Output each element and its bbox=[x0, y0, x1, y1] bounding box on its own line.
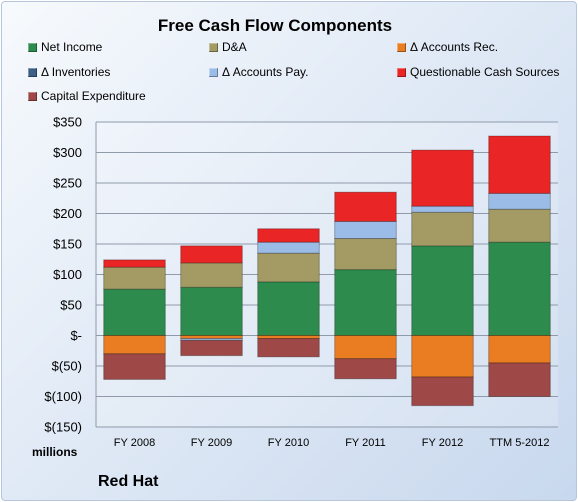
x-tick-label: FY 2009 bbox=[191, 437, 232, 449]
legend-item-questionable-cash: Questionable Cash Sources bbox=[397, 65, 559, 79]
x-tick-label: FY 2011 bbox=[345, 437, 386, 449]
bar-net-income-fy-2012 bbox=[411, 245, 474, 336]
legend-item-inventories: Δ Inventories bbox=[28, 65, 110, 79]
bar-net-income-fy-2009 bbox=[180, 286, 243, 336]
x-tick-label: TTM 5-2012 bbox=[490, 437, 550, 449]
legend-swatch-accounts-pay bbox=[209, 68, 218, 77]
y-tick-label: $(100) bbox=[44, 389, 82, 404]
bar-capital-expenditure-fy-2012 bbox=[411, 376, 474, 407]
units-label: millions bbox=[32, 445, 78, 459]
bar-questionable-cash-sources-fy-2012 bbox=[411, 149, 474, 207]
bar-capital-expenditure-fy-2009 bbox=[180, 339, 243, 357]
y-tick-label: $(150) bbox=[44, 420, 82, 435]
legend-item-d-and-a: D&A bbox=[209, 40, 247, 54]
bar-accounts-pay-fy-2010 bbox=[257, 241, 320, 254]
bar-capital-expenditure-ttm-5-2012 bbox=[488, 362, 551, 398]
legend-item-capital-expenditure: Capital Expenditure bbox=[28, 89, 146, 103]
bar-accounts-rec-fy-2008 bbox=[103, 335, 166, 355]
bar-accounts-pay-fy-2011 bbox=[334, 220, 397, 240]
bar-d-a-fy-2012 bbox=[411, 211, 474, 247]
bar-accounts-rec-fy-2012 bbox=[411, 335, 474, 378]
y-tick-label: $300 bbox=[53, 145, 82, 160]
legend-item-net-income: Net Income bbox=[28, 40, 102, 54]
bar-questionable-cash-sources-fy-2010 bbox=[257, 228, 320, 243]
x-tick-label: FY 2012 bbox=[422, 437, 463, 449]
legend-swatch-d-and-a bbox=[209, 43, 218, 52]
bar-net-income-fy-2010 bbox=[257, 281, 320, 337]
legend-label-accounts-pay: Δ Accounts Pay. bbox=[222, 65, 309, 79]
bar-accounts-pay-ttm-5-2012 bbox=[488, 192, 551, 210]
bar-questionable-cash-sources-fy-2011 bbox=[334, 191, 397, 222]
bar-d-a-ttm-5-2012 bbox=[488, 208, 551, 243]
bar-questionable-cash-sources-ttm-5-2012 bbox=[488, 135, 551, 194]
chart-title: Free Cash Flow Components bbox=[157, 16, 393, 35]
legend-label-d-and-a: D&A bbox=[222, 40, 247, 54]
bar-capital-expenditure-fy-2011 bbox=[334, 358, 397, 380]
y-tick-label: $- bbox=[70, 328, 82, 343]
y-tick-label: $200 bbox=[53, 206, 82, 221]
y-tick-label: $150 bbox=[53, 237, 82, 252]
legend-item-accounts-rec: Δ Accounts Rec. bbox=[397, 40, 498, 54]
legend-swatch-capital-expenditure bbox=[28, 92, 37, 101]
x-tick-label: FY 2008 bbox=[114, 437, 155, 449]
bar-d-a-fy-2010 bbox=[257, 252, 320, 283]
bar-net-income-fy-2008 bbox=[103, 288, 166, 337]
bar-accounts-rec-ttm-5-2012 bbox=[488, 335, 551, 364]
y-tick-label: $350 bbox=[53, 115, 82, 130]
y-tick-label: $100 bbox=[53, 267, 82, 282]
bar-net-income-fy-2011 bbox=[334, 269, 397, 336]
bar-accounts-pay-fy-2012 bbox=[411, 205, 474, 213]
bar-capital-expenditure-fy-2008 bbox=[103, 353, 166, 380]
legend-label-inventories: Δ Inventories bbox=[41, 65, 111, 79]
bar-net-income-ttm-5-2012 bbox=[488, 241, 551, 336]
bar-d-a-fy-2011 bbox=[334, 238, 397, 271]
legend-label-net-income: Net Income bbox=[41, 40, 103, 54]
y-tick-label: $50 bbox=[60, 298, 82, 313]
company-label: Red Hat bbox=[98, 473, 159, 490]
bar-accounts-pay-fy-2009 bbox=[180, 338, 243, 341]
bar-accounts-rec-fy-2011 bbox=[334, 335, 397, 360]
legend-label-questionable-cash: Questionable Cash Sources bbox=[410, 65, 560, 79]
legend-swatch-inventories bbox=[28, 68, 37, 77]
y-tick-label: $250 bbox=[53, 176, 82, 191]
y-tick-label: $(50) bbox=[52, 359, 82, 374]
bar-d-a-fy-2009 bbox=[180, 262, 243, 288]
bar-d-a-fy-2008 bbox=[103, 266, 166, 290]
legend-swatch-questionable-cash bbox=[397, 68, 406, 77]
bar-questionable-cash-sources-fy-2009 bbox=[180, 245, 243, 264]
legend-swatch-net-income bbox=[28, 43, 37, 52]
bar-questionable-cash-sources-fy-2008 bbox=[103, 259, 166, 268]
legend-label-accounts-rec: Δ Accounts Rec. bbox=[410, 40, 499, 54]
legend-item-accounts-pay: Δ Accounts Pay. bbox=[209, 65, 309, 79]
legend-label-capital-expenditure: Capital Expenditure bbox=[41, 89, 146, 103]
bar-capital-expenditure-fy-2010 bbox=[257, 338, 320, 358]
x-tick-label: FY 2010 bbox=[268, 437, 309, 449]
legend-swatch-accounts-rec bbox=[397, 43, 406, 52]
